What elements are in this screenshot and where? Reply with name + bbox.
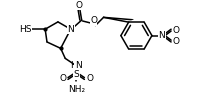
Text: O: O <box>75 1 82 10</box>
Text: HS: HS <box>19 25 31 34</box>
Text: N: N <box>159 31 165 40</box>
Text: N: N <box>67 25 74 34</box>
Text: O: O <box>172 26 179 35</box>
Text: N: N <box>75 61 81 70</box>
Text: O: O <box>90 16 97 25</box>
Text: NH₂: NH₂ <box>68 85 85 94</box>
Text: O: O <box>59 74 66 83</box>
Text: O: O <box>86 74 93 83</box>
Text: O: O <box>172 37 179 46</box>
Text: H: H <box>70 61 77 70</box>
Text: S: S <box>73 70 79 79</box>
